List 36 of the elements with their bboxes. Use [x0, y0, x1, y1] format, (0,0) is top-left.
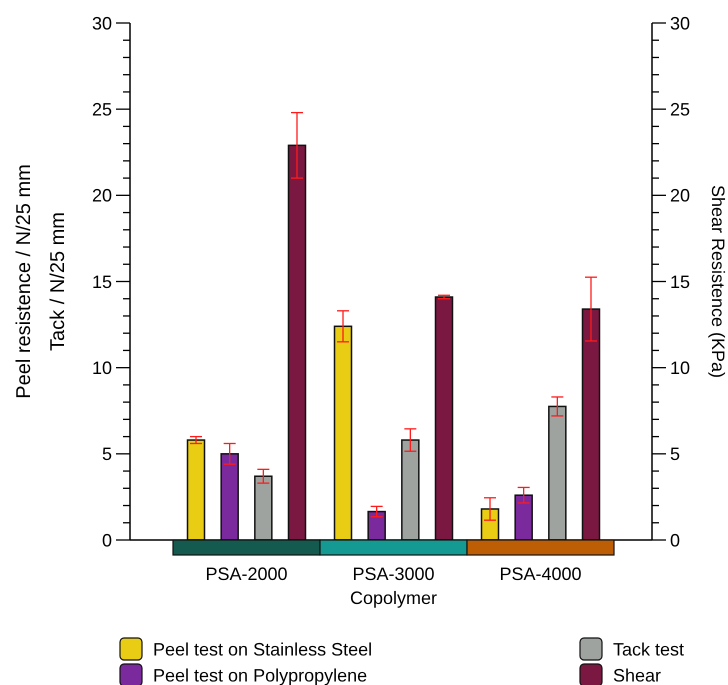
- y-tick-label: 20: [92, 186, 112, 206]
- bar: [334, 326, 352, 541]
- legend-label: Tack test: [613, 639, 684, 660]
- y2-tick-label: 5: [670, 444, 680, 464]
- bar: [401, 439, 420, 541]
- bar: [548, 406, 567, 541]
- x-tick-label: PSA-3000: [352, 564, 435, 584]
- bar: [480, 508, 500, 541]
- y2-tick-label: 30: [670, 13, 690, 34]
- bar: [186, 439, 206, 541]
- bar: [367, 510, 386, 541]
- x-tick-label: PSA-2000: [205, 564, 288, 584]
- x-axis-title: Copolymer: [350, 588, 438, 608]
- bar: [220, 453, 239, 541]
- y2-tick-label: 10: [670, 358, 690, 378]
- bar: [514, 494, 533, 541]
- y-axis-title: Peel resistence / N/25 mm Tack / N/25 mm: [13, 164, 69, 399]
- y-tick-label: 15: [92, 272, 112, 292]
- bar: [434, 296, 454, 541]
- y-tick-label: 25: [92, 99, 112, 120]
- y2-tick-label: 15: [670, 272, 690, 292]
- bar: [288, 144, 306, 541]
- bar: [582, 308, 600, 541]
- y-tick-label: 10: [92, 358, 112, 378]
- y2-axis-title: Shear Resistence (KPa): [708, 184, 728, 378]
- y-tick-label: 30: [92, 13, 112, 34]
- y-tick-label: 0: [102, 530, 112, 550]
- x-tick-label: PSA-4000: [499, 564, 582, 584]
- y-tick-label: 5: [102, 444, 112, 464]
- y2-tick-label: 0: [670, 530, 680, 550]
- legend-label: Peel test on Polypropylene: [153, 665, 368, 685]
- bar: [254, 475, 273, 541]
- legend-label: Shear: [613, 665, 662, 685]
- y2-tick-label: 20: [670, 186, 690, 206]
- y2-tick-label: 25: [670, 99, 690, 120]
- legend-label: Peel test on Stainless Steel: [153, 639, 372, 660]
